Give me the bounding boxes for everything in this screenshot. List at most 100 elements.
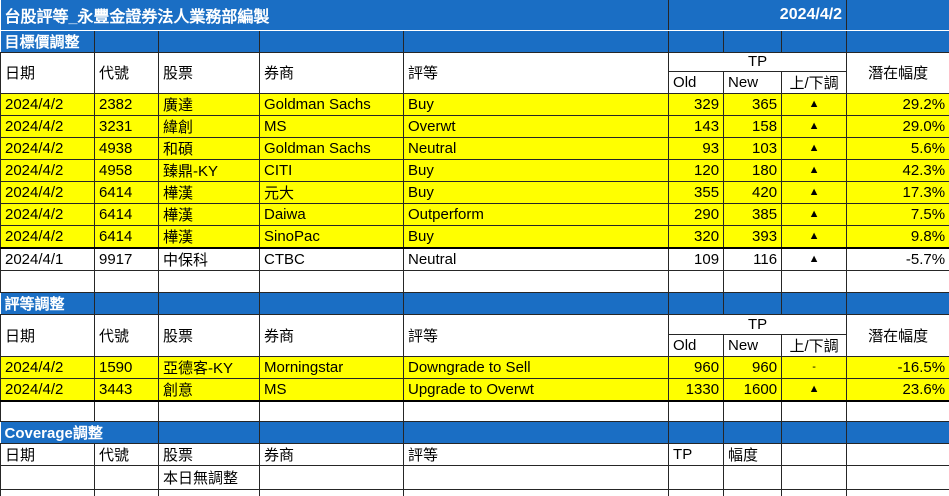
header-date[interactable]: 日期	[1, 314, 95, 356]
cell-stock[interactable]: 臻鼎-KY	[159, 159, 260, 181]
empty-cell[interactable]	[95, 270, 159, 292]
cell-code[interactable]: 9917	[95, 248, 159, 271]
section-header-cell[interactable]	[95, 30, 159, 52]
cell-code[interactable]: 6414	[95, 225, 159, 248]
header-tp-new[interactable]: New	[724, 71, 782, 93]
cell-date[interactable]: 2024/4/2	[1, 225, 95, 248]
section-header-cell[interactable]	[782, 30, 847, 52]
cell-broker[interactable]: Morningstar	[260, 356, 404, 378]
empty-cell[interactable]	[159, 401, 260, 422]
cell-tp-old[interactable]: 109	[669, 248, 724, 271]
cell-rating[interactable]: Neutral	[404, 248, 669, 271]
cell-tp-new[interactable]: 365	[724, 93, 782, 115]
header-updown[interactable]: 上/下調	[782, 334, 847, 356]
empty-cell[interactable]	[95, 466, 159, 490]
section-header-cell[interactable]	[260, 292, 404, 314]
header-tp[interactable]: TP	[669, 314, 847, 334]
header-tp[interactable]: TP	[669, 52, 847, 71]
cell-updown-arrow[interactable]: ▲	[782, 93, 847, 115]
cell-updown-dash[interactable]: -	[782, 356, 847, 378]
header-range[interactable]: 幅度	[724, 444, 782, 466]
header-rating[interactable]: 評等	[404, 444, 669, 466]
section-header-cell[interactable]	[669, 422, 724, 444]
empty-cell[interactable]	[724, 401, 782, 422]
empty-cell[interactable]	[404, 401, 669, 422]
empty-cell[interactable]	[782, 444, 847, 466]
cell-rating[interactable]: Buy	[404, 181, 669, 203]
section-header-cell[interactable]	[404, 30, 669, 52]
section-header-cell[interactable]	[669, 30, 724, 52]
header-stock[interactable]: 股票	[159, 314, 260, 356]
cell-tp-new[interactable]: 385	[724, 203, 782, 225]
cell-code[interactable]: 2382	[95, 93, 159, 115]
header-broker[interactable]: 券商	[260, 314, 404, 356]
empty-cell[interactable]	[404, 466, 669, 490]
cell-rating[interactable]: Buy	[404, 93, 669, 115]
cell-date[interactable]: 2024/4/2	[1, 93, 95, 115]
cell-rating[interactable]: Buy	[404, 159, 669, 181]
cell-potential[interactable]: 9.8%	[847, 225, 949, 248]
cell-tp-old[interactable]: 1330	[669, 378, 724, 401]
empty-cell[interactable]	[724, 466, 782, 490]
cell-updown-arrow[interactable]: ▲	[782, 159, 847, 181]
section-header-cell[interactable]	[260, 422, 404, 444]
section-header-cell[interactable]	[159, 422, 260, 444]
header-potential[interactable]: 潛在幅度	[847, 314, 949, 356]
section-header-cell[interactable]	[724, 30, 782, 52]
header-tp-new[interactable]: New	[724, 334, 782, 356]
cell-broker[interactable]: MS	[260, 115, 404, 137]
header-tp[interactable]: TP	[669, 444, 724, 466]
cell-tp-old[interactable]: 143	[669, 115, 724, 137]
section-label[interactable]: Coverage調整	[1, 422, 159, 444]
empty-cell[interactable]	[847, 444, 949, 466]
cell-code[interactable]: 4958	[95, 159, 159, 181]
cell-broker[interactable]: Goldman Sachs	[260, 93, 404, 115]
cell-potential[interactable]: 42.3%	[847, 159, 949, 181]
header-stock[interactable]: 股票	[159, 52, 260, 93]
cell-potential[interactable]: 7.5%	[847, 203, 949, 225]
cell-tp-old[interactable]: 329	[669, 93, 724, 115]
empty-cell[interactable]	[847, 401, 949, 422]
cell-updown-arrow[interactable]: ▲	[782, 378, 847, 401]
header-updown[interactable]: 上/下調	[782, 71, 847, 93]
cell-rating[interactable]: Buy	[404, 225, 669, 248]
cell-stock[interactable]: 廣達	[159, 93, 260, 115]
cell-date[interactable]: 2024/4/1	[1, 248, 95, 271]
header-code[interactable]: 代號	[95, 444, 159, 466]
cell-date[interactable]: 2024/4/2	[1, 203, 95, 225]
empty-cell[interactable]	[669, 270, 724, 292]
cell-rating[interactable]: Upgrade to Overwt	[404, 378, 669, 401]
header-date[interactable]: 日期	[1, 444, 95, 466]
section-header-cell[interactable]	[260, 30, 404, 52]
cell-potential[interactable]: 29.0%	[847, 115, 949, 137]
section-header-cell[interactable]	[782, 422, 847, 444]
header-tp-old[interactable]: Old	[669, 334, 724, 356]
cell-stock[interactable]: 樺漢	[159, 225, 260, 248]
section-header-cell[interactable]	[404, 292, 669, 314]
cell-tp-old[interactable]: 355	[669, 181, 724, 203]
section-label[interactable]: 目標價調整	[1, 30, 95, 52]
cell-tp-old[interactable]: 320	[669, 225, 724, 248]
section-header-cell[interactable]	[404, 422, 669, 444]
section-header-cell[interactable]	[847, 292, 949, 314]
cell-tp-old[interactable]: 120	[669, 159, 724, 181]
section-header-cell[interactable]	[159, 292, 260, 314]
cell-code[interactable]: 1590	[95, 356, 159, 378]
cell-broker[interactable]: MS	[260, 378, 404, 401]
section-header-cell[interactable]	[847, 30, 949, 52]
empty-cell[interactable]	[669, 466, 724, 490]
empty-cell[interactable]	[724, 270, 782, 292]
section-header-cell[interactable]	[724, 292, 782, 314]
cell-rating[interactable]: Outperform	[404, 203, 669, 225]
cell-tp-new[interactable]: 158	[724, 115, 782, 137]
cell-tp-old[interactable]: 290	[669, 203, 724, 225]
cell-stock[interactable]: 中保科	[159, 248, 260, 271]
empty-cell[interactable]	[159, 270, 260, 292]
header-broker[interactable]: 券商	[260, 52, 404, 93]
cell-code[interactable]: 6414	[95, 203, 159, 225]
header-potential[interactable]: 潛在幅度	[847, 52, 949, 93]
section-header-cell[interactable]	[782, 292, 847, 314]
cell-tp-old[interactable]: 960	[669, 356, 724, 378]
cell-broker[interactable]: 元大	[260, 181, 404, 203]
cell-updown-arrow[interactable]: ▲	[782, 248, 847, 271]
